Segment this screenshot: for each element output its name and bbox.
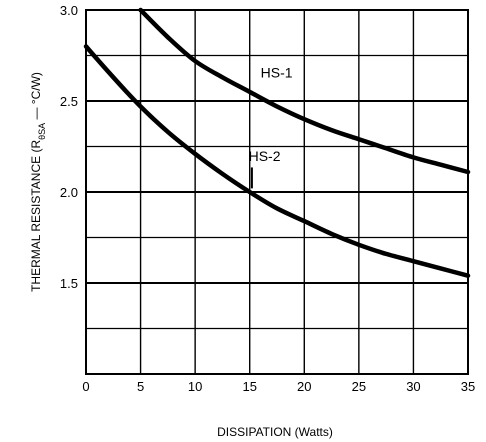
y-tick-label: 2.0	[60, 185, 78, 200]
x-axis-label: DISSIPATION (Watts)	[217, 425, 333, 439]
series-label-hs-1: HS-1	[261, 64, 293, 80]
x-tick-label: 10	[188, 379, 202, 394]
series-label-hs-2: HS-2	[249, 148, 281, 164]
series-layer	[83, 7, 471, 278]
x-tick-label: 30	[406, 379, 420, 394]
y-axis-label-main: THERMAL RESISTANCE (R	[29, 140, 43, 292]
series-line-hs-1	[138, 7, 471, 175]
y-tick-label: 2.5	[60, 94, 78, 109]
y-tick-label: 3.0	[60, 3, 78, 18]
tick-labels: 0 5 10 15 20 25 30 35 1.5 2.0 2.5 3.0	[60, 3, 475, 394]
x-tick-label: 15	[242, 379, 256, 394]
y-tick-label: 1.5	[60, 276, 78, 291]
y-axis-label-subscript: θSA	[37, 123, 47, 140]
y-axis-label: THERMAL RESISTANCE (RθSA — °C/W)	[29, 72, 47, 292]
plot-frame	[85, 9, 469, 375]
y-axis-label-tail: — °C/W)	[29, 72, 43, 123]
series-line-hs-2	[83, 44, 471, 278]
x-tick-label: 35	[461, 379, 475, 394]
x-tick-label: 20	[297, 379, 311, 394]
x-tick-label: 25	[352, 379, 366, 394]
grid	[85, 10, 469, 374]
x-tick-label: 5	[137, 379, 144, 394]
x-tick-label: 0	[82, 379, 89, 394]
